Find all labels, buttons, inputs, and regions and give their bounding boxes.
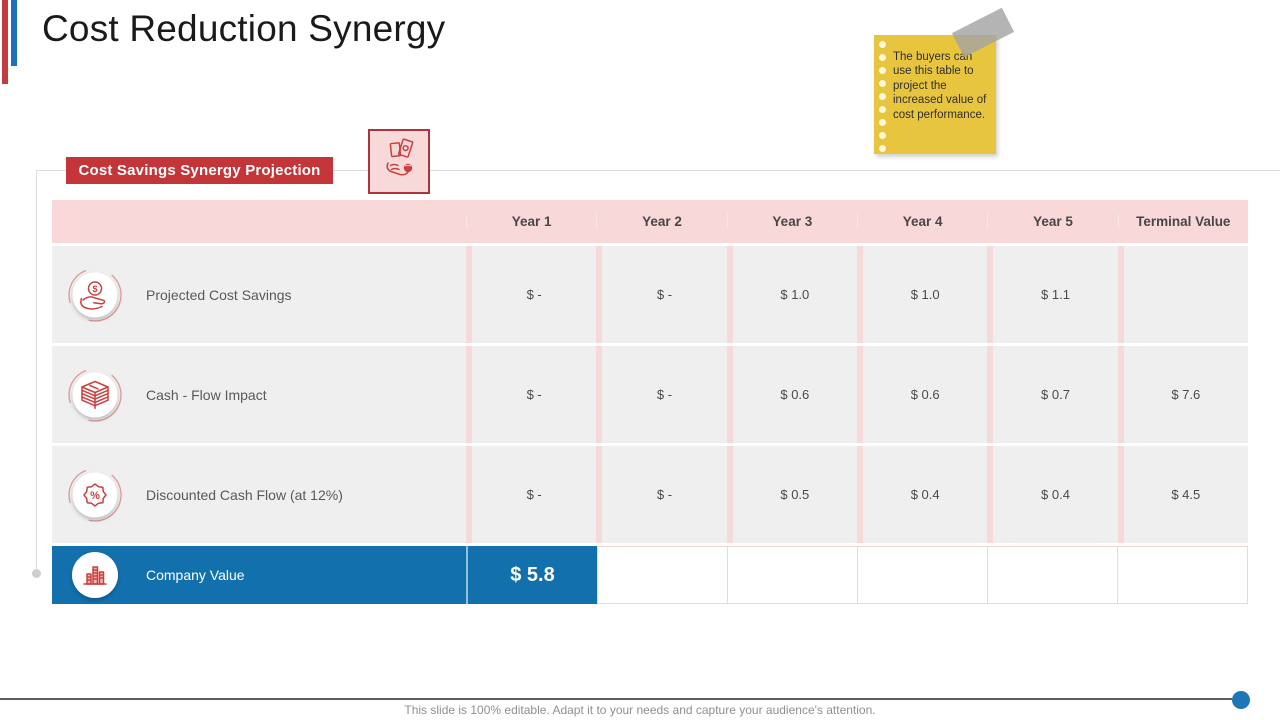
frame-end-dot [32,569,41,578]
accent-bar-red [2,0,8,84]
cell-r2-year3: $ 0.6 [726,346,857,443]
sticky-note-text: The buyers can use this table to project… [893,51,987,121]
cell-r3-year5: $ 0.4 [987,446,1117,543]
table-row-discounted-cash-flow: % Discounted Cash Flow (at 12%) $ - $ - … [52,446,1248,543]
sticky-note-holes [879,41,886,152]
cell-r1-year2: $ - [596,246,726,343]
footer-line [0,698,1232,700]
cell-r4-terminal [1117,546,1248,604]
table-row-cash-flow-impact: Cash - Flow Impact $ - $ - $ 0.6 $ 0.6 $… [52,346,1248,443]
column-header-year2: Year 2 [596,214,726,229]
cell-r2-year1: $ - [466,346,596,443]
cell-r2-terminal: $ 7.6 [1117,346,1248,443]
cell-r4-year4 [857,546,987,604]
footer-note: This slide is 100% editable. Adapt it to… [404,703,876,717]
percent-badge-icon: % [68,467,122,522]
section-label: Cost Savings Synergy Projection [66,157,333,184]
money-hand-icon [379,136,419,187]
table-row-projected-cost-savings: $ Projected Cost Savings $ - $ - $ 1.0 $… [52,246,1248,343]
section-icon-box [368,129,430,194]
footer-dot [1232,691,1250,709]
sticky-note: The buyers can use this table to project… [874,35,996,154]
cell-r2-year4: $ 0.6 [856,346,987,443]
row-label: Cash - Flow Impact [146,386,267,403]
cell-r4-year1-company-value: $ 5.8 [466,546,597,604]
column-header-terminal-value: Terminal Value [1117,214,1248,229]
cell-r4-year3 [727,546,857,604]
hand-coin-icon: $ [68,267,122,322]
column-header-year4: Year 4 [856,214,987,229]
svg-text:%: % [90,490,100,502]
cell-r1-terminal [1117,246,1248,343]
cell-r3-year3: $ 0.5 [726,446,857,543]
cell-r3-year2: $ - [596,446,726,543]
svg-text:$: $ [92,284,97,294]
column-header-year1: Year 1 [466,214,596,229]
cell-r4-year2 [597,546,727,604]
cash-stack-icon [68,367,122,422]
bar-chart-icon [68,548,122,602]
column-header-year5: Year 5 [987,214,1117,229]
cell-r1-year4: $ 1.0 [856,246,987,343]
cell-r3-year1: $ - [466,446,596,543]
cell-r3-year4: $ 0.4 [856,446,987,543]
cell-r2-year2: $ - [596,346,726,443]
row-label: Discounted Cash Flow (at 12%) [146,486,343,503]
cell-r2-year5: $ 0.7 [987,346,1117,443]
cell-r3-terminal: $ 4.5 [1117,446,1248,543]
cell-r1-year5: $ 1.1 [987,246,1117,343]
frame-line-vertical [36,170,37,569]
cell-r4-year5 [987,546,1117,604]
cell-r1-year1: $ - [466,246,596,343]
cost-table: Year 1 Year 2 Year 3 Year 4 Year 5 Termi… [52,200,1248,604]
accent-bar-blue [11,0,17,66]
row-label: Projected Cost Savings [146,286,292,303]
cell-r1-year3: $ 1.0 [726,246,857,343]
page-title: Cost Reduction Synergy [42,8,446,49]
row-label: Company Value [146,567,245,583]
frame-line-horizontal [36,170,1280,171]
table-header-row: Year 1 Year 2 Year 3 Year 4 Year 5 Termi… [52,200,1248,243]
column-header-year3: Year 3 [726,214,857,229]
table-row-company-value: Company Value $ 5.8 [52,546,1248,604]
